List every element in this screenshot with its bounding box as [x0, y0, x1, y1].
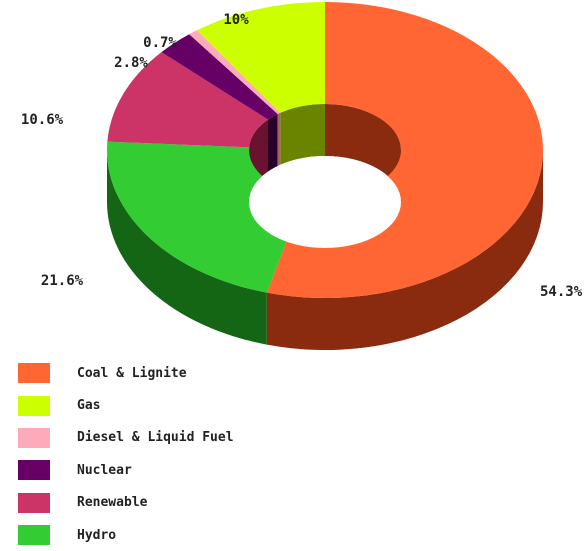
legend-swatch: [18, 396, 50, 416]
legend-label: Renewable: [77, 495, 147, 510]
inner-wall-gas: [280, 104, 325, 165]
donut-chart: 54.3% 21.6% 10.6% 2.8% 0.7% 10%: [0, 0, 584, 360]
legend-swatch: [18, 525, 50, 545]
inner-wall-nuclear: [268, 114, 278, 172]
legend-item-hydro: Hydro: [18, 519, 234, 551]
legend-label: Coal & Lignite: [77, 366, 187, 381]
legend-item-nuclear: Nuclear: [18, 454, 234, 486]
slice-label-renewable: 10.6%: [21, 112, 64, 128]
legend-item-gas: Gas: [18, 389, 234, 421]
slice-label-gas: 10%: [223, 12, 249, 28]
slice-label-nuclear: 2.8%: [114, 55, 148, 71]
legend-swatch: [18, 363, 50, 383]
legend-swatch: [18, 428, 50, 448]
inner-wall-diesel-liquid-fuel: [278, 113, 281, 166]
legend-item-coal-lignite: Coal & Lignite: [18, 357, 234, 389]
chart-legend: Coal & Lignite Gas Diesel & Liquid Fuel Nuc…: [18, 357, 234, 551]
legend-label: Nuclear: [77, 463, 132, 478]
legend-label: Diesel & Liquid Fuel: [77, 430, 234, 445]
legend-label: Hydro: [77, 528, 116, 543]
donut-slices: [107, 2, 543, 350]
legend-item-renewable: Renewable: [18, 487, 234, 519]
donut-hole: [249, 156, 401, 248]
legend-swatch: [18, 493, 50, 513]
slice-label-coal-lignite: 54.3%: [540, 284, 583, 300]
legend-label: Gas: [77, 398, 100, 413]
slice-label-diesel-liquid-fuel: 0.7%: [143, 35, 177, 51]
legend-item-diesel-liquid-fuel: Diesel & Liquid Fuel: [18, 422, 234, 454]
slice-label-hydro: 21.6%: [41, 273, 84, 289]
legend-swatch: [18, 460, 50, 480]
